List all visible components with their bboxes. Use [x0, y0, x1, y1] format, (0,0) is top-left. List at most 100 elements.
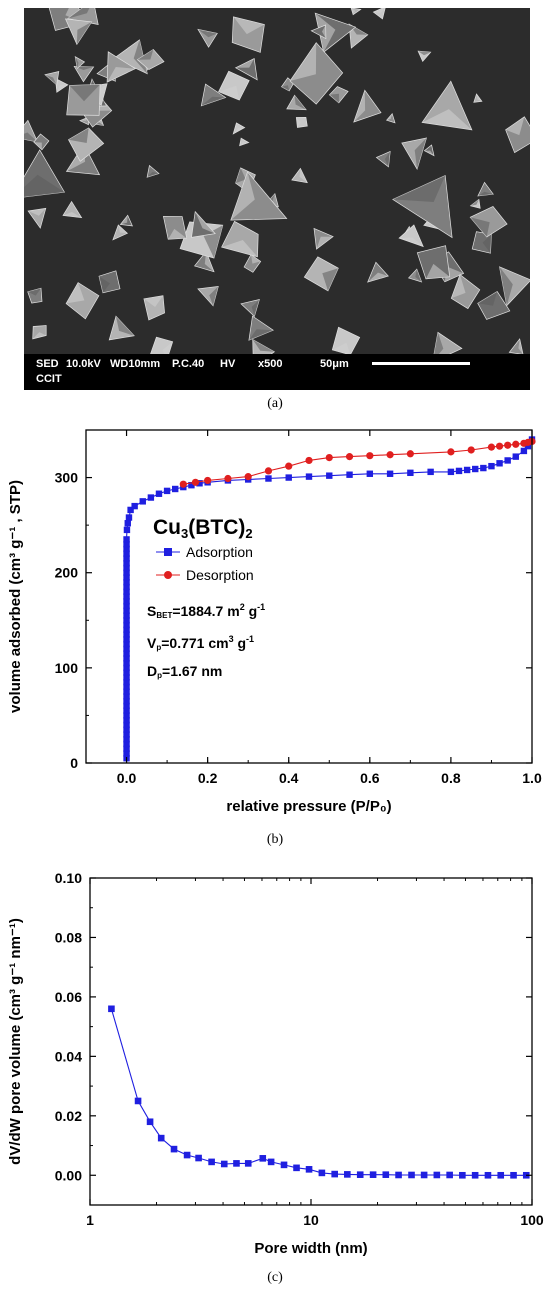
adsorption-point [123, 626, 130, 633]
sem-crystal-facet [63, 212, 82, 218]
sem-probe-current: P.C.40 [172, 358, 205, 370]
pore-distribution-point [433, 1171, 441, 1179]
adsorption-point [123, 560, 130, 567]
sem-crystal-facet [198, 29, 218, 38]
adsorption-point [155, 490, 163, 497]
adsorption-point [196, 480, 203, 487]
sem-crystal-facet [209, 286, 219, 306]
adsorption-point [123, 617, 130, 624]
sem-crystal-facet [470, 199, 479, 206]
pore-distribution-point [318, 1169, 326, 1177]
adsorption-point [123, 574, 130, 581]
sem-crystal-facet [230, 171, 255, 221]
adsorption-point [123, 583, 130, 591]
desorption-point [179, 480, 187, 488]
sem-crystal-facet [470, 217, 490, 237]
desorption-point [406, 450, 414, 458]
sem-info-bar: SED 10.0kV WD10mm P.C.40 HV x500 50μm CC… [24, 354, 530, 390]
adsorption-point [123, 721, 130, 729]
sem-crystal-facet [99, 276, 110, 293]
pore-distribution-point [331, 1170, 338, 1178]
adsorption-point [427, 468, 434, 476]
adsorption-point [123, 621, 130, 629]
adsorption-point [163, 487, 171, 495]
sem-crystal-facet [434, 332, 444, 354]
sem-crystal [62, 200, 83, 219]
sem-crystal-facet [422, 109, 472, 130]
pore-distribution-point [459, 1171, 466, 1179]
sem-crystal-facet [332, 342, 351, 354]
sem-scale-label: 50μm [320, 358, 349, 370]
sem-crystal-facet [518, 338, 523, 354]
adsorption-point [123, 645, 130, 653]
x-tick-label: 0.2 [198, 770, 218, 786]
sem-crystal [136, 48, 165, 71]
sem-crystal-facet [56, 84, 68, 93]
sem-crystal [234, 57, 258, 81]
x-tick-label: 0.0 [117, 770, 137, 786]
adsorption-point [123, 598, 130, 605]
sem-crystal-facet [32, 332, 47, 339]
desorption-point [325, 453, 333, 462]
adsorption-point [123, 664, 130, 672]
adsorption-point [123, 607, 130, 614]
adsorption-point [123, 579, 130, 586]
adsorption-point [447, 468, 455, 476]
y-tick-label: 0.00 [55, 1167, 82, 1183]
sem-crystal-facet [477, 191, 494, 196]
sem-crystal-facet [384, 151, 391, 167]
adsorption-point [123, 697, 130, 705]
x-axis-label: Pore width (nm) [254, 1240, 367, 1257]
sbet-annotation: SBET=1884.7 m2 g-1 [147, 602, 265, 620]
sem-crystal-facet [235, 167, 246, 184]
sem-crystal-facet [143, 295, 163, 307]
sem-crystal-facet [137, 49, 154, 60]
adsorption-point [123, 736, 130, 743]
pore-distribution-chart: 1 10 100 0.00 0.02 0.04 0.06 0.08 0.10 Pore width… [7, 870, 544, 1257]
x-tick-label: 1.0 [522, 770, 542, 786]
sem-crystal-facet [204, 251, 214, 272]
x-tick-label: 10 [303, 1212, 319, 1228]
sem-crystal-facet [322, 268, 339, 291]
adsorption-point [123, 564, 130, 572]
sem-crystal-facet [28, 208, 46, 216]
sem-crystal-facet [69, 84, 101, 102]
sem-crystal-facet [418, 51, 431, 56]
adsorption-point [455, 467, 463, 475]
sem-crystal [367, 261, 389, 283]
sem-crystal-facet [399, 237, 424, 247]
adsorption-point [123, 536, 130, 543]
adsorption-point [125, 514, 133, 521]
adsorption-point [123, 731, 130, 738]
sem-crystal-facet [239, 142, 249, 146]
pore-distribution-point [170, 1145, 178, 1153]
adsorption-point [123, 683, 130, 691]
adsorption-point [472, 465, 479, 473]
adsorption-point [496, 460, 503, 467]
pore-distribution-point [259, 1155, 267, 1162]
sem-crystal-facet [353, 90, 366, 122]
pore-distribution-point [134, 1097, 142, 1105]
y-tick-label: 0.04 [55, 1048, 82, 1064]
pore-distribution-point [471, 1171, 479, 1179]
sem-crystal-facet [68, 128, 89, 143]
pore-distribution-point [293, 1164, 300, 1172]
plot-frame [85, 429, 533, 764]
adsorption-point [407, 469, 414, 477]
sem-crystal-facet [118, 225, 128, 234]
sem-crystal-facet [116, 316, 135, 336]
adsorption-point [488, 462, 495, 470]
adsorption-point [524, 442, 532, 450]
adsorption-point [285, 474, 292, 481]
sem-crystal-facet [329, 93, 339, 103]
legend-adsorption-marker [164, 548, 172, 556]
caption-b: (b) [266, 832, 284, 847]
adsorption-point [346, 471, 353, 478]
sem-working-distance: WD10mm [110, 358, 161, 370]
x-tick-label: 0.8 [441, 770, 461, 786]
sem-crystal-facet [45, 74, 57, 85]
adsorption-point [504, 457, 511, 464]
adsorption-point [123, 526, 131, 534]
desorption-point [512, 440, 520, 448]
desorption-point [487, 443, 496, 451]
